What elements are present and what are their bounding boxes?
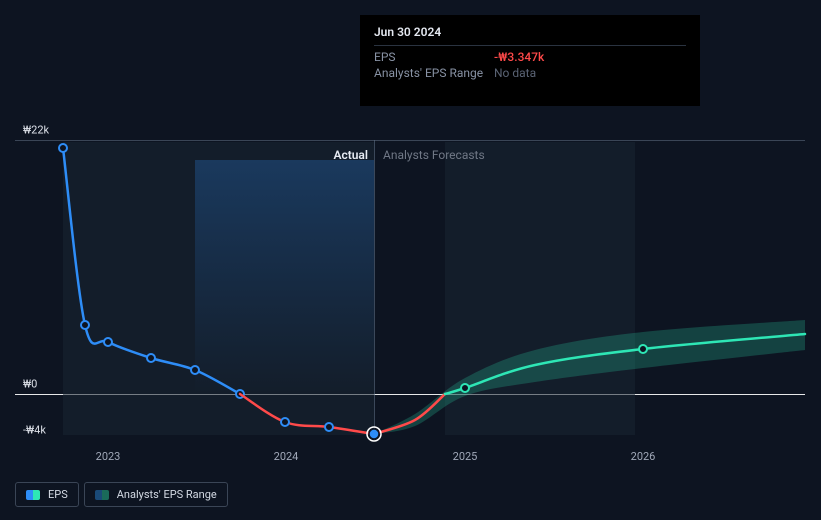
tooltip-row-value: No data: [494, 66, 536, 80]
tooltip-row-value: -₩3.347k: [494, 50, 544, 64]
eps-marker: [325, 423, 333, 431]
eps-forecast-marker: [639, 345, 647, 353]
tooltip-row: Analysts' EPS RangeNo data: [374, 66, 686, 80]
tooltip-row-label: EPS: [374, 50, 494, 64]
legend-swatch-icon: [26, 490, 40, 500]
eps-marker: [104, 338, 112, 346]
chart-legend: EPS Analysts' EPS Range: [15, 482, 228, 507]
eps-marker: [147, 354, 155, 362]
legend-label: Analysts' EPS Range: [117, 488, 217, 501]
legend-swatch-icon: [95, 490, 109, 500]
tooltip-row-label: Analysts' EPS Range: [374, 66, 494, 80]
chart-tooltip: Jun 30 2024 EPS-₩3.347kAnalysts' EPS Ran…: [360, 15, 700, 106]
eps-marker: [81, 321, 89, 329]
eps-marker: [281, 418, 289, 426]
eps-actual-neg-line: [240, 394, 374, 434]
eps-marker: [191, 366, 199, 374]
eps-marker: [59, 144, 67, 152]
legend-label: EPS: [48, 488, 68, 501]
eps-forecast-marker: [461, 384, 469, 392]
tooltip-divider: [374, 45, 686, 46]
actual-glow: [195, 160, 374, 394]
tooltip-row: EPS-₩3.347k: [374, 50, 686, 64]
tooltip-date: Jun 30 2024: [374, 25, 686, 39]
legend-item[interactable]: Analysts' EPS Range: [84, 482, 228, 507]
forecast-range-band: [374, 320, 805, 434]
legend-item[interactable]: EPS: [15, 482, 79, 507]
hover-marker: [369, 429, 379, 439]
